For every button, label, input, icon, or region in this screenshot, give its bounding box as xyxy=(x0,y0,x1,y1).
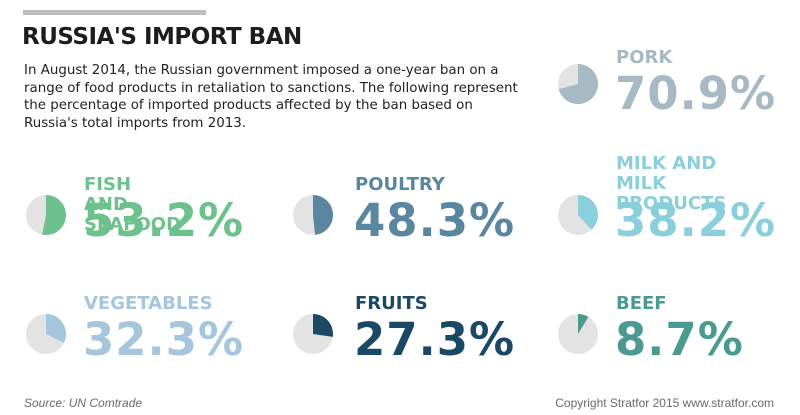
pie-chart xyxy=(558,314,598,354)
pie-chart xyxy=(293,194,334,235)
category-label: VEGETABLES xyxy=(84,293,213,314)
pie-chart xyxy=(26,314,66,354)
percentage-value: 8.7% xyxy=(615,313,744,366)
pie-slice xyxy=(313,194,334,235)
pie-chart xyxy=(558,195,599,235)
percentage-value: 38.2% xyxy=(615,194,777,247)
header-rule xyxy=(23,10,206,15)
pie-slice xyxy=(42,195,66,235)
percentage-value: 27.3% xyxy=(354,313,516,366)
category-label: FISH AND SEAFOOD xyxy=(84,174,182,235)
category-label: MILK AND MILK PRODUCTS xyxy=(616,153,727,214)
page-title: RUSSIA'S IMPORT BAN xyxy=(22,24,302,50)
percentage-value: 53.2% xyxy=(83,194,245,247)
pie-chart xyxy=(558,64,598,104)
pie-slice xyxy=(558,64,598,104)
copyright-note: Copyright Stratfor 2015 www.stratfor.com xyxy=(555,396,774,410)
category-label: FRUITS xyxy=(355,293,428,314)
source-note: Source: UN Comtrade xyxy=(24,396,143,410)
category-label: PORK xyxy=(616,47,673,68)
pie-slice xyxy=(313,314,333,337)
pie-slice xyxy=(578,314,589,334)
intro-paragraph: In August 2014, the Russian government i… xyxy=(24,63,518,131)
pie-chart xyxy=(293,314,333,354)
percentage-value: 48.3% xyxy=(354,194,516,247)
pie-slice xyxy=(46,314,66,343)
pie-slice xyxy=(578,195,599,230)
category-label: POULTRY xyxy=(355,174,445,195)
category-label: BEEF xyxy=(616,293,667,314)
percentage-value: 32.3% xyxy=(83,313,245,366)
pie-chart xyxy=(26,195,66,235)
percentage-value: 70.9% xyxy=(615,67,777,120)
